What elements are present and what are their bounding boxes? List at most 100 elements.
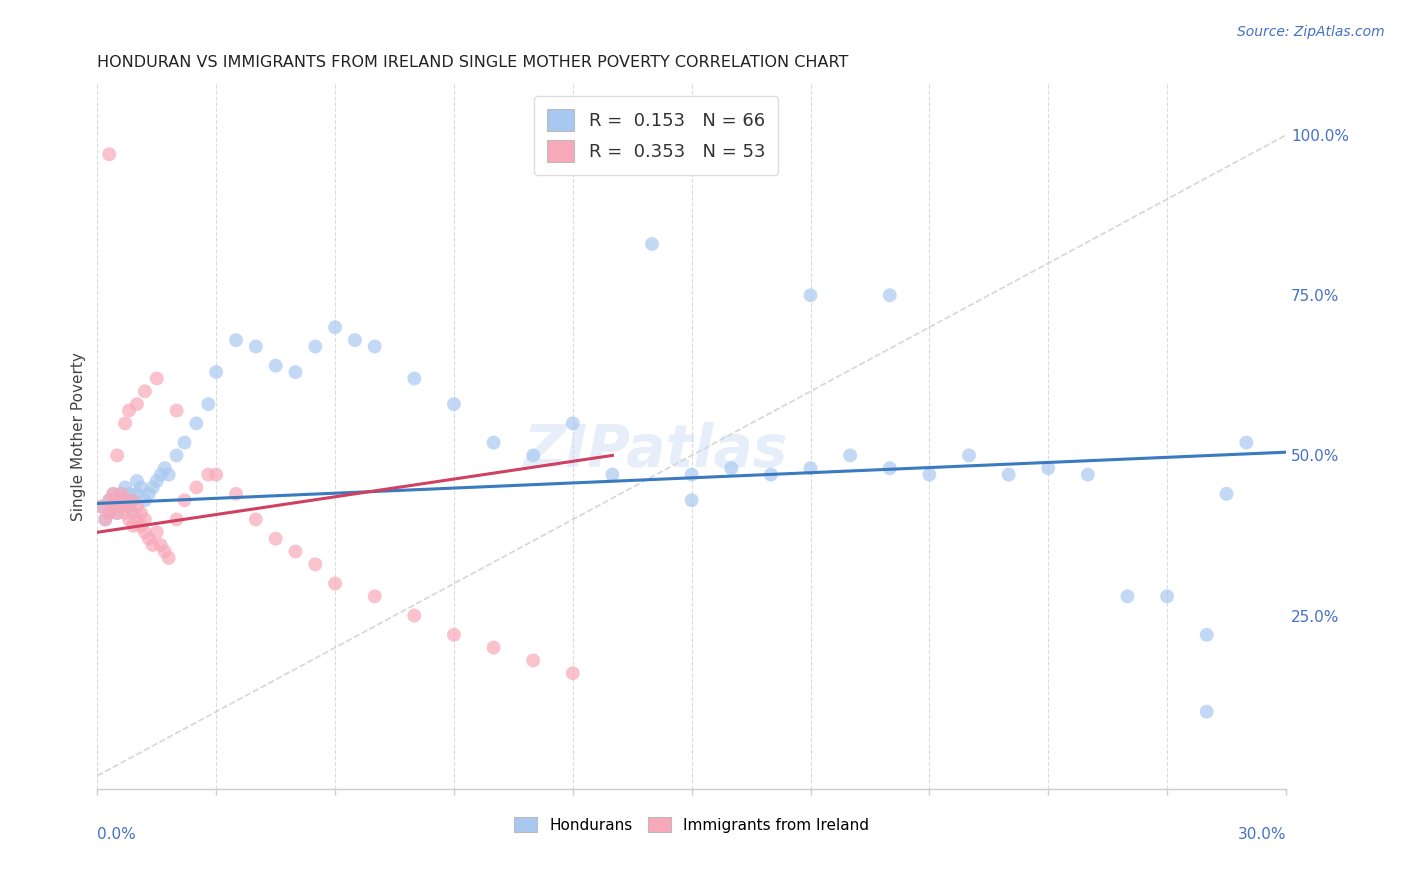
Point [146, 474, 169, 488]
Point [153, 461, 176, 475]
Point [522, 449, 544, 463]
Point [918, 467, 941, 482]
Point [98, 493, 121, 508]
Point [142, 480, 165, 494]
Point [304, 339, 326, 353]
Point [1156, 590, 1178, 604]
Point [404, 371, 426, 385]
Point [114, 417, 136, 431]
Point [94, 512, 117, 526]
Point [264, 359, 287, 373]
Point [122, 493, 145, 508]
Point [1234, 435, 1257, 450]
Point [103, 487, 125, 501]
Point [146, 525, 169, 540]
Point [245, 339, 267, 353]
Point [323, 320, 346, 334]
Y-axis label: Single Mother Poverty: Single Mother Poverty [72, 351, 86, 521]
Point [90, 500, 112, 514]
Point [146, 371, 169, 385]
Point [443, 397, 465, 411]
Point [166, 512, 188, 526]
Point [602, 467, 624, 482]
Point [138, 487, 160, 501]
Point [166, 403, 188, 417]
Point [681, 493, 703, 508]
Point [205, 365, 228, 379]
Point [105, 506, 128, 520]
Point [149, 467, 172, 482]
Point [304, 558, 326, 572]
Point [103, 500, 125, 514]
Point [799, 288, 821, 302]
Point [122, 493, 145, 508]
Point [879, 288, 901, 302]
Point [363, 590, 385, 604]
Point [343, 333, 366, 347]
Point [197, 467, 219, 482]
Point [839, 449, 862, 463]
Legend: Hondurans, Immigrants from Ireland: Hondurans, Immigrants from Ireland [508, 811, 875, 838]
Point [98, 493, 121, 508]
Text: HONDURAN VS IMMIGRANTS FROM IRELAND SINGLE MOTHER POVERTY CORRELATION CHART: HONDURAN VS IMMIGRANTS FROM IRELAND SING… [97, 55, 849, 70]
Point [879, 461, 901, 475]
Point [1077, 467, 1099, 482]
Point [225, 487, 247, 501]
Point [118, 487, 141, 501]
Point [186, 480, 208, 494]
Point [138, 532, 160, 546]
Point [720, 461, 742, 475]
Point [125, 487, 148, 501]
Point [173, 435, 195, 450]
Point [103, 487, 125, 501]
Point [98, 147, 121, 161]
Point [323, 576, 346, 591]
Point [197, 397, 219, 411]
Point [125, 397, 148, 411]
Point [153, 544, 176, 558]
Point [363, 339, 385, 353]
Point [284, 544, 307, 558]
Point [561, 666, 583, 681]
Point [149, 538, 172, 552]
Point [129, 506, 152, 520]
Point [284, 365, 307, 379]
Point [443, 628, 465, 642]
Point [105, 449, 128, 463]
Point [1195, 705, 1218, 719]
Point [173, 493, 195, 508]
Point [482, 640, 505, 655]
Point [134, 384, 156, 399]
Point [561, 417, 583, 431]
Point [110, 487, 132, 501]
Point [522, 653, 544, 667]
Text: 30.0%: 30.0% [1237, 827, 1286, 842]
Point [205, 467, 228, 482]
Point [245, 512, 267, 526]
Point [125, 500, 148, 514]
Point [125, 474, 148, 488]
Point [98, 506, 121, 520]
Point [157, 467, 180, 482]
Point [681, 467, 703, 482]
Point [1215, 487, 1237, 501]
Text: Source: ZipAtlas.com: Source: ZipAtlas.com [1237, 25, 1385, 39]
Point [759, 467, 782, 482]
Text: 0.0%: 0.0% [97, 827, 136, 842]
Point [110, 500, 132, 514]
Point [482, 435, 505, 450]
Point [122, 506, 145, 520]
Point [404, 608, 426, 623]
Point [105, 493, 128, 508]
Point [264, 532, 287, 546]
Point [225, 333, 247, 347]
Point [114, 493, 136, 508]
Point [98, 506, 121, 520]
Point [142, 538, 165, 552]
Point [105, 493, 128, 508]
Point [118, 500, 141, 514]
Point [90, 500, 112, 514]
Point [134, 493, 156, 508]
Point [122, 519, 145, 533]
Point [166, 449, 188, 463]
